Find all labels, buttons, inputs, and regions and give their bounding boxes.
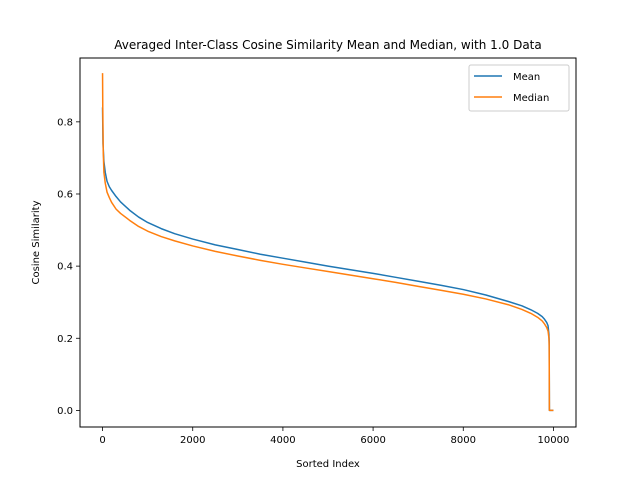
legend-label-median: Median [513, 93, 549, 104]
x-tick-label: 4000 [270, 435, 295, 446]
x-tick-label: 10000 [538, 435, 570, 446]
y-tick-label: 0.4 [57, 262, 73, 273]
y-tick-label: 0.2 [57, 334, 73, 345]
x-tick-label: 2000 [180, 435, 205, 446]
x-axis-label: Sorted Index [296, 459, 360, 470]
y-axis-ticks: 0.0 0.2 0.4 0.6 0.8 [57, 117, 80, 417]
x-tick-label: 8000 [451, 435, 476, 446]
x-tick-label: 0 [99, 435, 105, 446]
y-tick-label: 0.6 [57, 189, 73, 200]
plot-lines [101, 73, 554, 412]
axes-frame [79, 57, 577, 428]
legend-label-mean: Mean [513, 72, 540, 83]
legend: Mean Median [468, 64, 570, 112]
y-axis-label: Cosine Similarity [31, 200, 42, 284]
series-line-mean [101, 107, 554, 412]
x-tick-label: 6000 [360, 435, 385, 446]
series-line-median [101, 73, 554, 412]
y-tick-label: 0.8 [57, 117, 73, 128]
y-tick-label: 0.0 [57, 406, 73, 417]
x-axis-ticks: 0 2000 4000 6000 8000 10000 [99, 427, 569, 446]
chart-title: Averaged Inter-Class Cosine Similarity M… [114, 38, 541, 52]
